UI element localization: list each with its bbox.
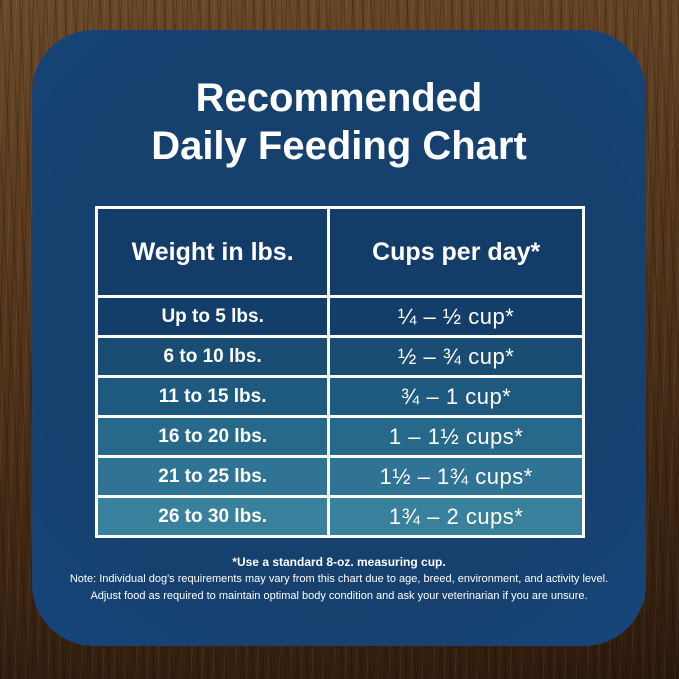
weight-cell: 21 to 25 lbs. [98,458,331,495]
cups-cell: ¼ – ½ cup* [330,298,582,335]
feeding-chart-card: Recommended Daily Feeding Chart Weight i… [32,30,646,646]
footnote-note-line1: Note: Individual dog's requirements may … [69,573,609,585]
weight-cell: 6 to 10 lbs. [98,338,331,375]
chart-title-line1: Recommended [195,76,483,120]
header-cell-cups: Cups per day* [330,209,582,295]
chart-title: Recommended Daily Feeding Chart [32,74,646,170]
table-row: 26 to 30 lbs. 1¾ – 2 cups* [98,495,582,535]
cups-cell: 1 – 1½ cups* [330,418,582,455]
table-row: 16 to 20 lbs. 1 – 1½ cups* [98,415,582,455]
weight-cell: 16 to 20 lbs. [98,418,331,455]
weight-cell: 11 to 15 lbs. [98,378,331,415]
feeding-table: Weight in lbs. Cups per day* Up to 5 lbs… [95,206,585,538]
footnote-measuring-cup: *Use a standard 8-oz. measuring cup. [232,555,446,569]
weight-cell: 26 to 30 lbs. [98,498,331,535]
cups-cell: ½ – ¾ cup* [330,338,582,375]
weight-cell: Up to 5 lbs. [98,298,331,335]
chart-title-line2: Daily Feeding Chart [151,124,527,168]
table-row: 6 to 10 lbs. ½ – ¾ cup* [98,335,582,375]
header-cell-weight: Weight in lbs. [98,209,331,295]
footnotes: *Use a standard 8-oz. measuring cup. Not… [60,554,618,604]
table-row: Up to 5 lbs. ¼ – ½ cup* [98,295,582,335]
table-header-row: Weight in lbs. Cups per day* [98,209,582,295]
footnote-note-line2: Adjust food as required to maintain opti… [90,589,588,602]
cups-cell: 1½ – 1¾ cups* [330,458,582,495]
cups-cell: ¾ – 1 cup* [330,378,582,415]
cups-cell: 1¾ – 2 cups* [330,498,582,535]
table-row: 11 to 15 lbs. ¾ – 1 cup* [98,375,582,415]
table-row: 21 to 25 lbs. 1½ – 1¾ cups* [98,455,582,495]
